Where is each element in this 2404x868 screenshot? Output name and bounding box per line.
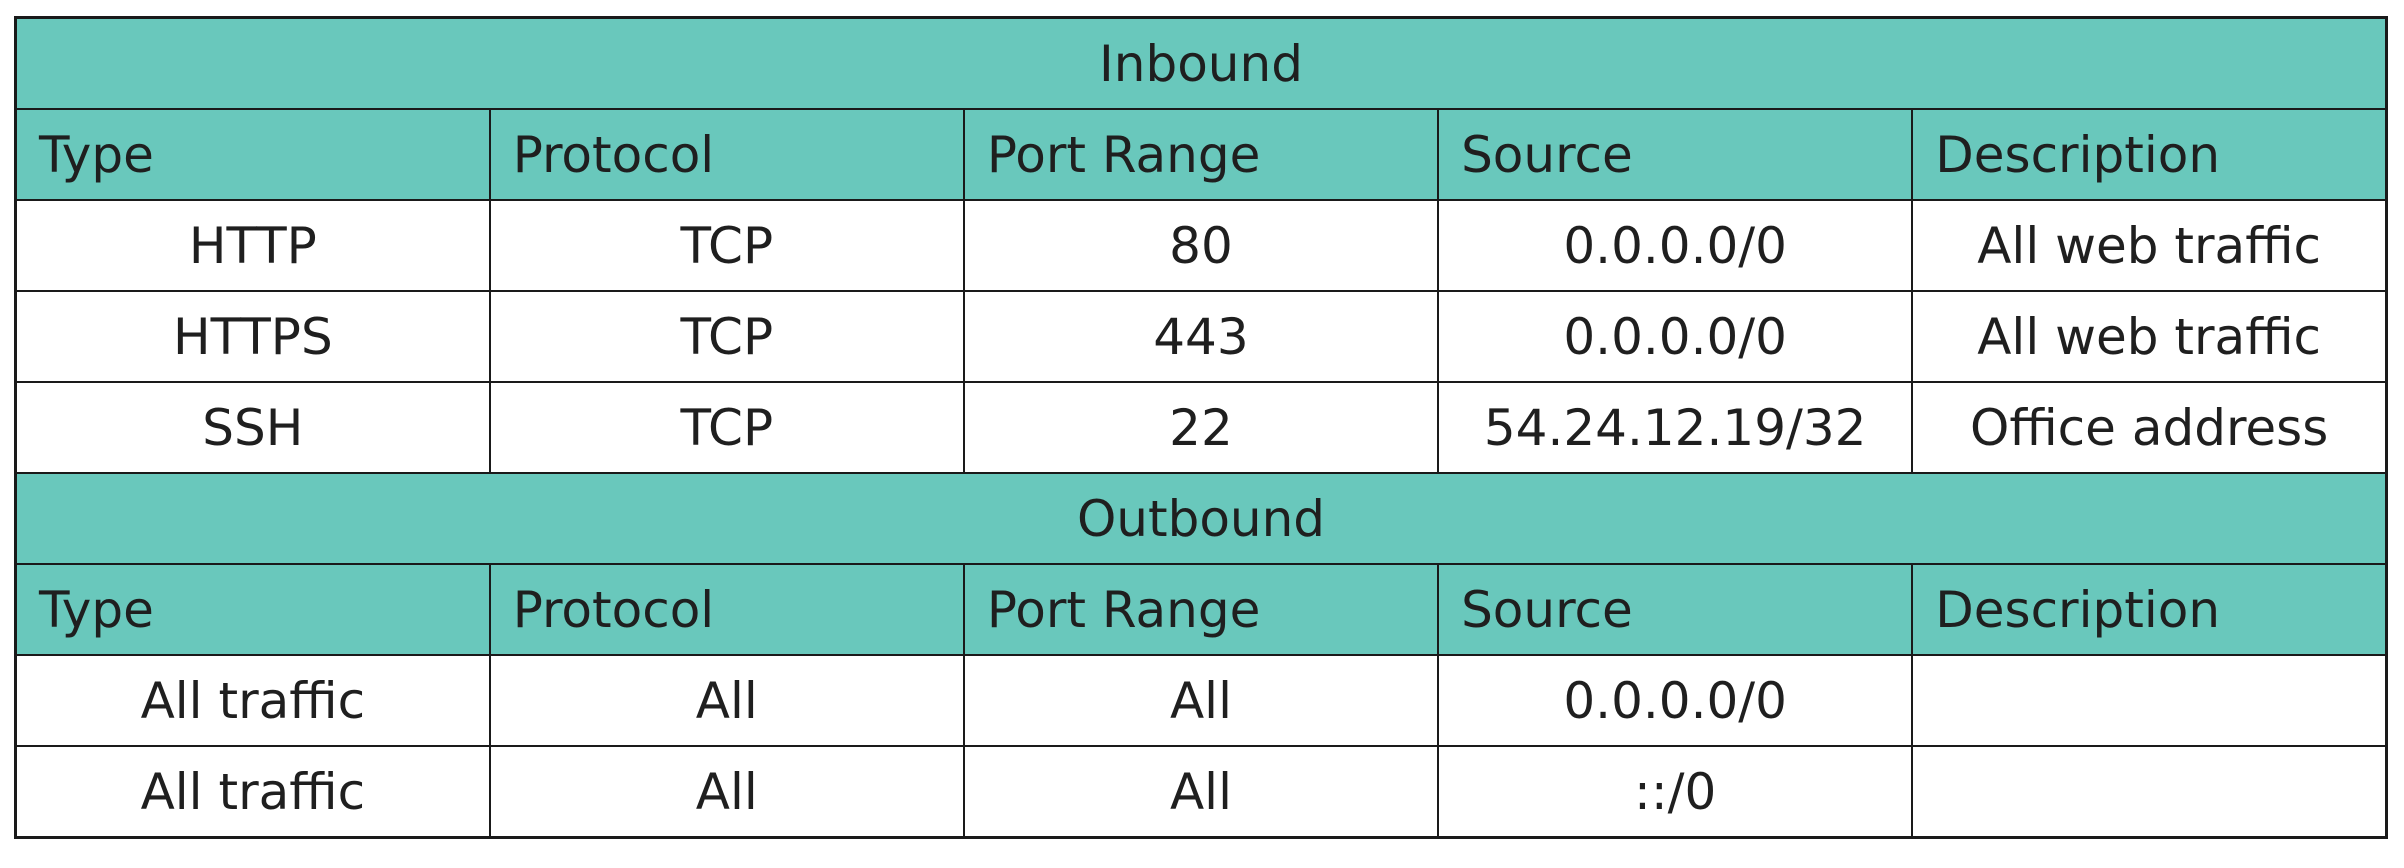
outbound-cell-protocol: All [488, 654, 965, 747]
inbound-header-port-range: Port Range [962, 108, 1440, 201]
outbound-header-source: Source [1437, 563, 1914, 656]
inbound-header-protocol: Protocol [488, 108, 965, 201]
inbound-cell-port-range: 22 [962, 381, 1440, 474]
outbound-title: Outbound [14, 472, 2388, 565]
inbound-cell-description: All web traffic [1911, 199, 2388, 292]
outbound-cell-type: All traffic [14, 745, 491, 839]
outbound-cell-source: ::/0 [1437, 745, 1914, 839]
inbound-header-type: Type [14, 108, 491, 201]
table-row: All traffic All All ::/0 [14, 745, 2388, 839]
outbound-cell-description [1911, 654, 2388, 747]
inbound-cell-type: HTTPS [14, 290, 491, 383]
outbound-cell-port-range: All [962, 745, 1440, 839]
inbound-cell-source: 0.0.0.0/0 [1437, 290, 1914, 383]
inbound-cell-port-range: 80 [962, 199, 1440, 292]
inbound-cell-protocol: TCP [488, 199, 965, 292]
outbound-header-row: Type Protocol Port Range Source Descript… [14, 563, 2388, 656]
inbound-cell-protocol: TCP [488, 290, 965, 383]
table-row: HTTP TCP 80 0.0.0.0/0 All web traffic [14, 199, 2388, 292]
outbound-header-protocol: Protocol [488, 563, 965, 656]
inbound-cell-description: All web traffic [1911, 290, 2388, 383]
outbound-cell-source: 0.0.0.0/0 [1437, 654, 1914, 747]
inbound-cell-protocol: TCP [488, 381, 965, 474]
outbound-cell-description [1911, 745, 2388, 839]
outbound-section-title-row: Outbound [14, 472, 2388, 565]
inbound-cell-source: 0.0.0.0/0 [1437, 199, 1914, 292]
table-row: HTTPS TCP 443 0.0.0.0/0 All web traffic [14, 290, 2388, 383]
inbound-section-title-row: Inbound [14, 16, 2388, 110]
inbound-cell-source: 54.24.12.19/32 [1437, 381, 1914, 474]
inbound-header-row: Type Protocol Port Range Source Descript… [14, 108, 2388, 201]
inbound-cell-type: HTTP [14, 199, 491, 292]
outbound-cell-protocol: All [488, 745, 965, 839]
outbound-cell-type: All traffic [14, 654, 491, 747]
outbound-header-port-range: Port Range [962, 563, 1440, 656]
inbound-cell-port-range: 443 [962, 290, 1440, 383]
inbound-header-description: Description [1911, 108, 2388, 201]
outbound-cell-port-range: All [962, 654, 1440, 747]
outbound-header-type: Type [14, 563, 491, 656]
inbound-cell-description: Office address [1911, 381, 2388, 474]
inbound-title: Inbound [14, 16, 2388, 110]
security-group-rules-table: Inbound Type Protocol Port Range Source … [14, 16, 2388, 839]
inbound-cell-type: SSH [14, 381, 491, 474]
table-row: All traffic All All 0.0.0.0/0 [14, 654, 2388, 747]
table-row: SSH TCP 22 54.24.12.19/32 Office address [14, 381, 2388, 474]
inbound-header-source: Source [1437, 108, 1914, 201]
outbound-header-description: Description [1911, 563, 2388, 656]
